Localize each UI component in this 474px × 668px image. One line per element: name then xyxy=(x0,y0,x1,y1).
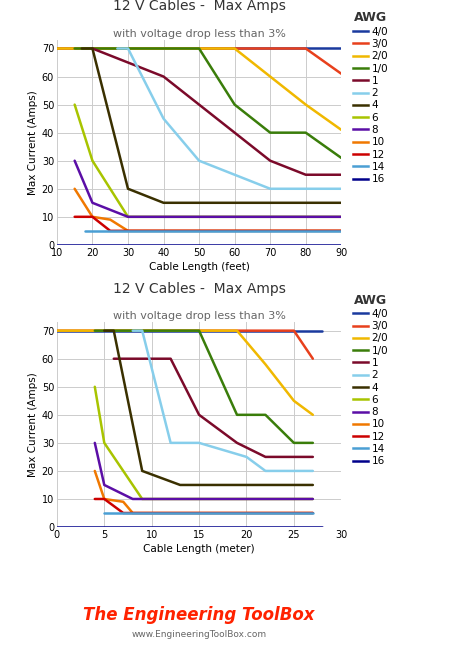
Legend: 4/0, 3/0, 2/0, 1/0, 1, 2, 4, 6, 8, 10, 12, 14, 16: 4/0, 3/0, 2/0, 1/0, 1, 2, 4, 6, 8, 10, 1… xyxy=(353,293,388,466)
Text: The Engineering ToolBox: The Engineering ToolBox xyxy=(83,607,315,625)
Text: 12 V Cables -  Max Amps: 12 V Cables - Max Amps xyxy=(113,0,285,13)
X-axis label: Cable Length (feet): Cable Length (feet) xyxy=(149,262,249,272)
Y-axis label: Max Current (Amps): Max Current (Amps) xyxy=(27,372,37,477)
Y-axis label: Max Current (Amps): Max Current (Amps) xyxy=(27,90,37,195)
Text: 12 V Cables -  Max Amps: 12 V Cables - Max Amps xyxy=(113,282,285,296)
X-axis label: Cable Length (meter): Cable Length (meter) xyxy=(143,544,255,554)
Title: with voltage drop less than 3%: with voltage drop less than 3% xyxy=(113,29,285,39)
Text: www.EngineeringToolBox.com: www.EngineeringToolBox.com xyxy=(131,631,267,639)
Title: with voltage drop less than 3%: with voltage drop less than 3% xyxy=(113,311,285,321)
Legend: 4/0, 3/0, 2/0, 1/0, 1, 2, 4, 6, 8, 10, 12, 14, 16: 4/0, 3/0, 2/0, 1/0, 1, 2, 4, 6, 8, 10, 1… xyxy=(353,11,388,184)
